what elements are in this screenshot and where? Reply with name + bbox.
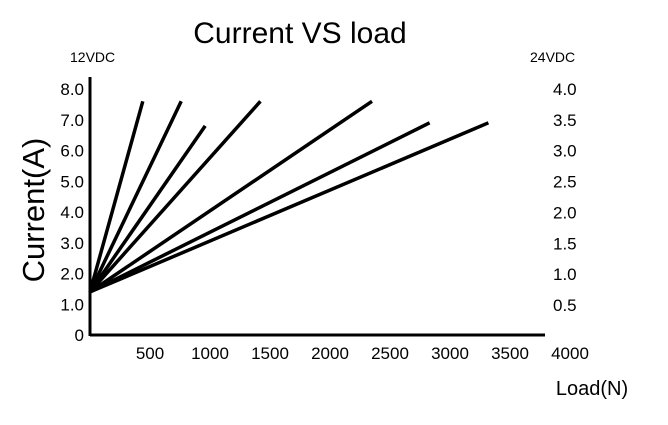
series-line-6 [89,121,431,294]
x-tick-label: 4000 [551,344,589,363]
x-tick-label: 1500 [251,344,289,363]
y2-tick-labels: 0.5 1.0 1.5 2.0 2.5 3.0 3.5 4.0 [553,80,577,315]
y-tick-label: 5.0 [60,172,84,191]
y-tick-label: 8.0 [60,80,84,99]
y-tick-label: 4.0 [60,203,84,222]
right-axis-caption: 24VDC [530,49,575,65]
y2-tick-label: 2.5 [553,173,577,192]
y-tick-label: 0 [75,326,84,345]
y2-tick-label: 3.0 [553,142,577,161]
series-line-3 [88,124,207,293]
y-tick-label: 7.0 [60,111,84,130]
chart-title: Current VS load [193,17,406,50]
x-tick-labels: 500 1000 1500 2000 2500 3000 3500 4000 [136,344,589,363]
y-tick-label: 3.0 [60,234,84,253]
x-axis-label: Load(N) [556,378,628,400]
series-line-5 [89,99,373,294]
x-tick-label: 1000 [191,344,229,363]
y2-tick-label: 1.0 [553,265,577,284]
y-axis-label: Current(A) [16,138,51,283]
x-tick-label: 3000 [431,344,469,363]
x-tick-label: 500 [136,344,164,363]
left-axis-caption: 12VDC [70,49,115,65]
series-line-7 [89,121,490,294]
y2-tick-label: 4.0 [553,80,577,99]
series-line-1 [88,100,145,293]
y-tick-label: 1.0 [60,295,84,314]
y2-tick-label: 2.0 [553,203,577,222]
series-lines [88,99,490,294]
y-tick-label: 2.0 [60,265,84,284]
y2-tick-label: 3.5 [553,111,577,130]
y2-tick-label: 1.5 [553,234,577,253]
y-tick-labels: 0 1.0 2.0 3.0 4.0 5.0 6.0 7.0 8.0 [60,80,84,345]
y2-tick-label: 0.5 [553,296,577,315]
x-tick-label: 3500 [491,344,529,363]
y-tick-label: 6.0 [60,142,84,161]
series-line-4 [88,100,262,294]
x-tick-label: 2500 [371,344,409,363]
series-line-2 [88,100,183,293]
x-tick-label: 2000 [311,344,349,363]
